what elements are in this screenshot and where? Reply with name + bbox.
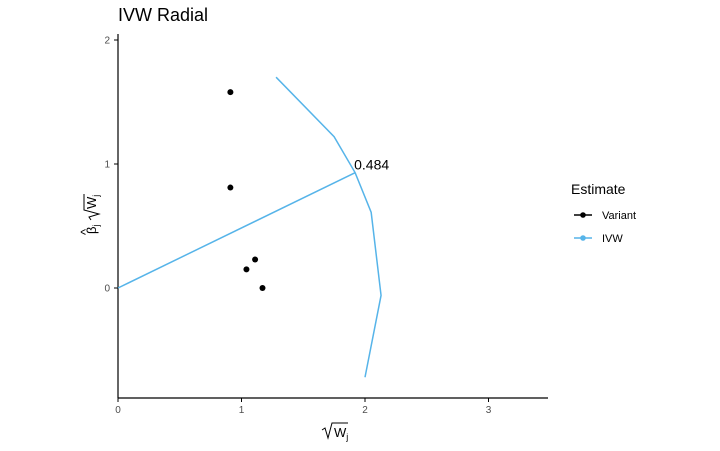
y-tick-label: 0 (104, 284, 110, 295)
legend-ivw-dot (580, 235, 586, 241)
variant-point (243, 266, 250, 273)
variant-point (252, 256, 259, 263)
legend-variant-dot (580, 212, 586, 218)
y-axis-title-hat: ^ (78, 228, 93, 235)
x-axis-title: Wj (321, 422, 348, 442)
y-axis-ticks: 0 1 2 (104, 36, 118, 295)
variant-point (227, 184, 234, 191)
y-axis-title-beta: βj (84, 225, 101, 234)
ivw-scale-curve (275, 76, 382, 378)
y-axis-sqrt-symbol (83, 194, 101, 221)
x-tick-label: 3 (486, 405, 492, 416)
y-tick-label: 1 (104, 160, 110, 171)
ivw-series (117, 76, 382, 378)
x-tick-label: 2 (362, 405, 368, 416)
legend-item-ivw: IVW (574, 233, 623, 245)
variant-point (259, 285, 266, 291)
y-axis-title: βj ^ Wj (78, 194, 101, 235)
variant-point (227, 89, 234, 96)
legend-item-variant: Variant (574, 210, 636, 222)
legend-variant-label: Variant (602, 210, 636, 222)
y-axis-title-w: Wj (84, 195, 101, 209)
x-tick-label: 0 (115, 405, 121, 416)
ivw-estimate-label: 0.484 (354, 157, 389, 173)
x-tick-label: 1 (239, 405, 245, 416)
chart-title: IVW Radial (118, 5, 208, 25)
y-tick-label: 2 (104, 36, 110, 47)
legend-title: Estimate (571, 181, 626, 197)
legend: Estimate Variant IVW (571, 181, 636, 245)
legend-ivw-label: IVW (602, 233, 623, 245)
variant-series (227, 89, 266, 291)
x-axis-sqrt-symbol (321, 422, 348, 440)
ivw-fit-line (117, 172, 356, 289)
x-axis-title-text: Wj (334, 425, 348, 442)
x-axis-ticks: 0 1 2 3 (115, 398, 492, 416)
